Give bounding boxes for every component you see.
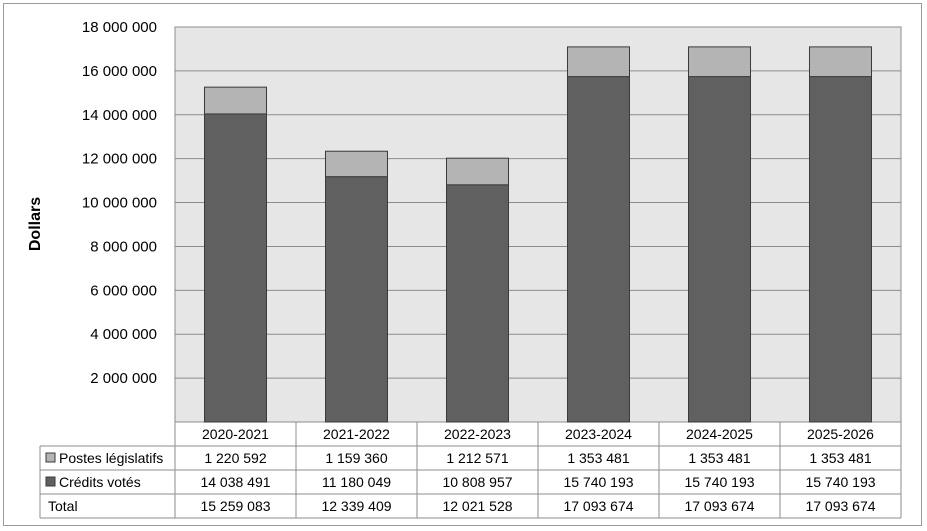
bar-postes-legislatifs [688,46,751,78]
bar-credits-votes [809,76,872,423]
y-axis-ticks: 2 000 000 4 000 000 6 000 000 8 000 000 10 0… [82,19,157,387]
data-table: 2020-2021 2021-2022 2022-2023 2023-2024 2024… [39,422,902,519]
data-label: 11 180 049 [322,474,391,490]
data-label: 1 220 592 [204,450,266,466]
bar-credits-votes [204,113,267,423]
data-label: 15 740 193 [805,474,875,490]
x-tick-label: 2020-2021 [202,426,269,442]
data-label: 1 212 571 [446,450,508,466]
legend-label: Total [48,498,78,514]
y-tick-label: 2 000 000 [90,370,157,387]
y-tick-label: 14 000 000 [82,107,157,124]
bar-postes-legislatifs [204,86,267,115]
data-label: 10 808 957 [442,474,512,490]
data-label: 12 021 528 [442,498,512,514]
data-label: 15 740 193 [684,474,754,490]
data-label: 14 038 491 [200,474,270,490]
data-label: 1 353 481 [809,450,871,466]
bar-credits-votes [325,176,388,423]
bar-credits-votes [567,76,630,423]
legend-swatch [45,476,56,487]
data-label: 1 159 360 [325,450,387,466]
bar-postes-legislatifs [567,46,630,78]
data-label: 17 093 674 [563,498,633,514]
x-tick-label: 2022-2023 [444,426,511,442]
legend-swatch [45,452,56,463]
bar-credits-votes [688,76,751,423]
y-axis-label: Dollars [27,197,44,251]
data-label: 17 093 674 [684,498,754,514]
plot-area [174,26,902,423]
legend-label: Crédits votés [59,474,141,490]
bar-postes-legislatifs [325,150,388,178]
y-tick-label: 12 000 000 [82,151,157,168]
x-tick-label: 2023-2024 [565,426,632,442]
bar-credits-votes [446,184,509,423]
y-tick-label: 16 000 000 [82,63,157,80]
y-tick-label: 8 000 000 [90,238,157,255]
x-tick-label: 2025-2026 [807,426,874,442]
x-tick-label: 2021-2022 [323,426,390,442]
y-tick-label: 10 000 000 [82,195,157,212]
data-label: 1 353 481 [567,450,629,466]
data-label: 15 740 193 [563,474,633,490]
data-label: 17 093 674 [805,498,875,514]
legend-label: Postes législatifs [59,450,163,466]
bar-postes-legislatifs [446,157,509,186]
bar-postes-legislatifs [809,46,872,78]
y-tick-label: 18 000 000 [82,19,157,36]
y-tick-label: 6 000 000 [90,282,157,299]
data-label: 15 259 083 [200,498,270,514]
x-tick-label: 2024-2025 [686,426,753,442]
gridlines [175,70,901,379]
data-label: 1 353 481 [688,450,750,466]
y-tick-label: 4 000 000 [90,326,157,343]
data-label: 12 339 409 [321,498,391,514]
bars [204,46,872,423]
